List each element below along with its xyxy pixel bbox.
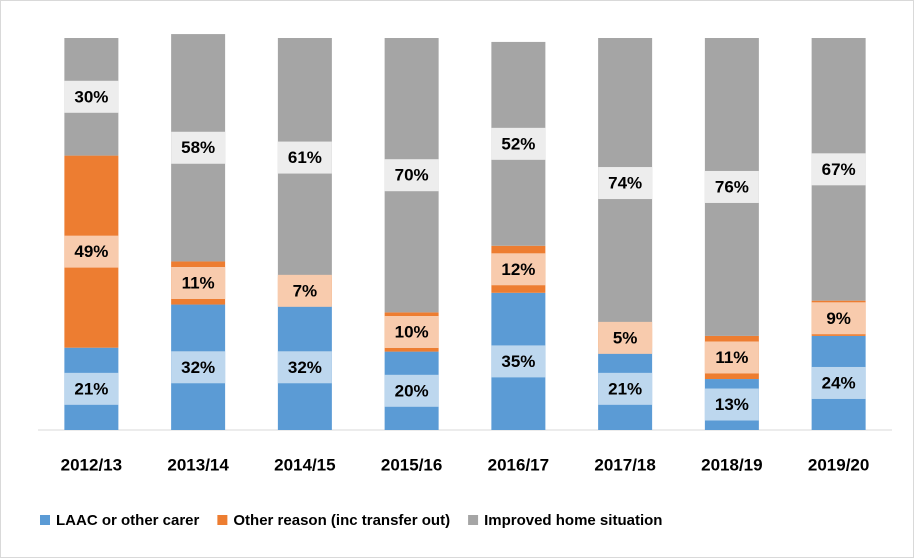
data-label: 32% <box>181 358 215 377</box>
data-label: 21% <box>608 379 642 398</box>
data-label: 21% <box>74 379 108 398</box>
data-label: 10% <box>395 322 429 341</box>
data-label-box <box>171 267 226 299</box>
data-label-box <box>277 351 332 384</box>
data-label: 11% <box>715 348 748 367</box>
data-label: 20% <box>395 381 429 400</box>
x-tick-label: 2013/14 <box>167 455 229 474</box>
data-label-box <box>598 321 653 354</box>
data-label-box <box>491 127 546 160</box>
legend-swatch <box>217 515 228 525</box>
data-label-box <box>64 372 119 405</box>
data-label: 70% <box>395 166 429 185</box>
data-label-box <box>598 372 653 405</box>
legend-label: LAAC or other carer <box>56 512 200 529</box>
data-label-box <box>384 316 439 348</box>
data-label: 11% <box>182 273 215 292</box>
data-label: 32% <box>288 358 322 377</box>
x-tick-label: 2018/19 <box>701 455 762 474</box>
x-tick-label: 2015/16 <box>381 455 442 474</box>
x-tick-label: 2019/20 <box>808 455 869 474</box>
data-label-box <box>598 167 653 200</box>
data-label-box <box>491 345 546 378</box>
x-tick-label: 2017/18 <box>594 455 655 474</box>
data-label: 7% <box>293 281 318 300</box>
x-tick-label: 2016/17 <box>488 455 549 474</box>
data-label-box <box>277 141 332 174</box>
data-label-box <box>64 235 119 268</box>
data-label: 52% <box>501 134 535 153</box>
data-label-box <box>277 274 332 307</box>
data-label: 12% <box>501 260 535 279</box>
data-label: 67% <box>822 160 856 179</box>
data-label-box <box>811 366 866 399</box>
data-label-box <box>64 80 119 113</box>
data-label: 49% <box>74 242 108 261</box>
data-label-box <box>704 170 759 203</box>
x-tick-label: 2014/15 <box>274 455 335 474</box>
data-label: 76% <box>715 177 749 196</box>
data-label: 58% <box>181 138 215 157</box>
data-label-box <box>811 302 866 335</box>
data-label: 74% <box>608 174 642 193</box>
data-label-box <box>491 253 546 286</box>
data-label-box <box>384 159 439 192</box>
x-tick-label: 2012/13 <box>61 455 122 474</box>
data-label: 61% <box>288 148 322 167</box>
data-label-box <box>704 388 759 421</box>
data-label: 13% <box>715 395 749 414</box>
legend-swatch <box>468 515 479 525</box>
data-label-box <box>811 153 866 186</box>
data-label: 30% <box>74 87 108 106</box>
data-label: 9% <box>826 309 851 328</box>
legend-label: Other reason (inc transfer out) <box>233 512 450 529</box>
data-label-box <box>704 341 759 374</box>
data-label-box <box>171 351 226 384</box>
data-label: 5% <box>613 328 638 347</box>
data-label-box <box>384 374 439 407</box>
data-label: 35% <box>501 352 535 371</box>
legend-swatch <box>40 515 50 525</box>
data-label-box <box>171 131 226 164</box>
data-label: 24% <box>822 373 856 392</box>
legend-label: Improved home situation <box>484 512 662 529</box>
